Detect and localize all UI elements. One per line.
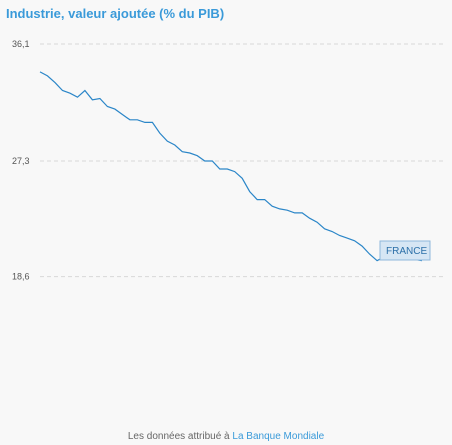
series-label-box bbox=[379, 240, 431, 261]
gridlines bbox=[40, 43, 446, 278]
series-line-france[interactable] bbox=[39, 71, 423, 262]
y-tick-label: 36,1 bbox=[12, 39, 30, 49]
series-label-text: FRANCE bbox=[386, 246, 427, 257]
chart-title: Industrie, valeur ajoutée (% du PIB) bbox=[6, 6, 225, 21]
attribution-footer: Les données attribué à La Banque Mondial… bbox=[0, 431, 452, 442]
y-axis-ticks: 36,1 27,3 18,6 bbox=[12, 39, 30, 282]
y-tick-label: 18,6 bbox=[12, 272, 30, 282]
y-tick-label: 27,3 bbox=[12, 156, 30, 166]
line-chart: 36,1 27,3 18,6 FRANCE bbox=[12, 39, 446, 282]
series-label-france[interactable]: FRANCE bbox=[379, 240, 431, 261]
attribution-text: Les données attribué à bbox=[127, 431, 233, 442]
attribution-link[interactable]: La Banque Mondiale bbox=[232, 431, 325, 442]
